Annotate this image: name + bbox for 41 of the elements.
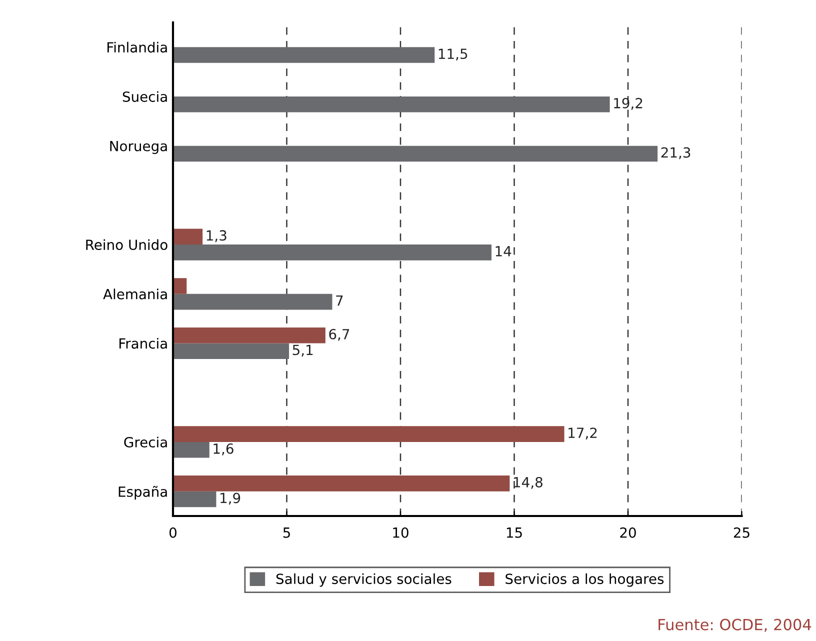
x-tick-label: 15 [506,528,522,538]
bar [172,426,564,442]
y-tick-label: España [118,486,167,500]
x-tick-label: 5 [283,528,290,538]
x-tick-label: 0 [169,527,176,538]
bar [172,278,187,294]
bar [172,47,435,63]
data-label: 1,6 [214,443,234,456]
y-tick-label: Finlandia [107,42,167,53]
data-label: 19,2 [614,98,642,110]
x-tick-label: 10 [393,527,408,538]
bar [172,244,492,260]
bar [172,491,216,508]
data-label: 7 [336,296,343,306]
bar [172,96,610,112]
legend-label: Servicios a los hogares [506,573,664,587]
data-label: 21,3 [661,147,690,160]
bar [172,442,210,458]
bar [172,146,658,162]
bar [172,228,203,245]
y-tick-label: Alemania [103,288,167,300]
y-tick-label: Suecia [122,91,167,102]
data-label: 6,7 [329,328,350,341]
y-tick-label: Reino Unido [86,239,168,250]
data-label: 14 [496,246,512,256]
data-label: 1,3 [206,230,226,242]
bar [172,294,332,310]
legend-label: Salud y servicios sociales [276,573,452,587]
bar [172,327,326,344]
data-label: 17,2 [568,428,597,440]
x-tick-label: 25 [734,527,750,538]
data-label: 5,1 [292,344,313,357]
x-tick-label: 20 [620,527,636,538]
data-label: 1,9 [220,492,240,505]
y-tick-label: Noruega [110,140,167,154]
y-tick-label: Grecia [124,436,167,448]
source-note: Fuente: OCDE, 2004 [658,618,812,632]
bar [172,476,510,492]
y-tick-label: Francia [119,338,167,349]
data-label: 11,5 [438,48,468,60]
bar [172,343,290,360]
